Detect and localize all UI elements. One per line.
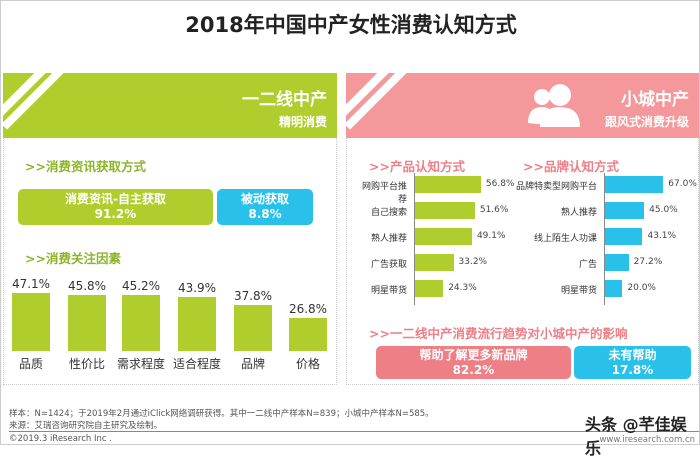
column-category-label: 品质 <box>18 357 43 371</box>
bar-category-label: 线上陌生人功课 <box>533 234 597 244</box>
bar <box>605 202 645 219</box>
bar-value-label: 33.2% <box>458 257 488 267</box>
page-title: 2018年中国中产女性消费认知方式 <box>185 13 517 37</box>
sample-note: 样本：N=1424；于2019年2月通过iClick网络调研获得。其中一二线中产… <box>9 409 434 419</box>
footer-divider <box>9 431 699 432</box>
left-subheading: 精明消费 <box>278 115 327 129</box>
bar-value-label: 67.0% <box>668 179 697 189</box>
bar-category-label: 自己搜索 <box>370 208 407 218</box>
column-bar <box>12 293 50 351</box>
watermark: 头条 @芊佳娱乐 <box>585 415 687 458</box>
bar <box>415 202 475 219</box>
column-value-label: 47.1% <box>11 277 51 292</box>
column-value-label: 26.8% <box>288 302 328 317</box>
bar-value-label: 51.6% <box>479 205 509 215</box>
bar-value-label: 43.1% <box>647 231 677 241</box>
bar-category-label: 品牌特卖型网购平台 <box>515 182 597 192</box>
bar-category-label: 熟人推荐 <box>370 234 407 244</box>
bar-value-label: 49.1% <box>476 231 506 241</box>
column-bar <box>289 318 327 351</box>
users-icon <box>528 84 580 127</box>
left-section2-title: >>消费关注因素 <box>25 251 121 266</box>
bar-value-label: 45.0% <box>649 205 678 215</box>
bar-value-label: 24.3% <box>448 283 477 293</box>
column-value-label: 37.8% <box>233 288 273 303</box>
column-bar <box>122 295 160 351</box>
not-helped-label: 未有帮助 <box>608 348 657 362</box>
bar-value-label: 20.0% <box>627 283 656 293</box>
column-category-label: 价格 <box>295 357 320 371</box>
website-url: www.iresearch.com.cn <box>599 435 695 445</box>
bar-category-label: 明星带货 <box>370 286 407 296</box>
bar <box>415 280 444 297</box>
column-value-label: 45.2% <box>121 279 161 294</box>
bar-category-label: 广告获取 <box>370 260 407 270</box>
bar <box>415 228 472 245</box>
bar-category-label: 熟人推荐 <box>560 208 597 218</box>
right-header: 小城中产 跟风式消费升级 <box>346 73 699 138</box>
column-value-label: 43.9% <box>177 281 217 295</box>
passive-value: 8.8% <box>248 207 282 221</box>
column-category-label: 性价比 <box>68 357 105 371</box>
product-section-title: >>产品认知方式 <box>369 159 465 174</box>
focus-factors-chart: 47.1% 品质 45.8% 性价比 45.2% 需求程度 43.9% 适合程度 37.8% 品牌… <box>1 261 337 386</box>
chart-axis <box>414 173 415 305</box>
bar <box>415 176 481 193</box>
brand-section-title: >>品牌认知方式 <box>523 159 619 174</box>
left-section1-title: >>消费资讯获取方式 <box>25 159 146 174</box>
bar-category-label: 明星带货 <box>560 286 597 296</box>
helped-value: 82.2% <box>452 363 495 377</box>
not-helped-value: 17.8% <box>611 363 654 377</box>
bar-category-label: 广告 <box>578 260 597 270</box>
passive-label: 被动获取 <box>240 192 289 206</box>
column-category-label: 品牌 <box>240 357 265 371</box>
left-header: 一二线中产 精明消费 <box>3 73 337 138</box>
bar <box>415 254 454 271</box>
bar <box>605 176 664 193</box>
column-bar <box>234 304 272 351</box>
bar <box>605 228 643 245</box>
helped-label: 帮助了解更多新品牌 <box>419 348 528 362</box>
active-label: 消费资讯-自主获取 <box>65 192 166 206</box>
bar <box>605 280 623 297</box>
active-value: 91.2% <box>94 207 137 221</box>
active-info-block: 消费资讯-自主获取 91.2% <box>18 189 213 225</box>
column-value-label: 45.8% <box>67 278 107 293</box>
column-bar <box>178 297 216 351</box>
bar <box>605 254 629 271</box>
influence-section-title: >>一二线中产消费流行趋势对小城中产的影响 <box>369 326 628 341</box>
left-heading: 一二线中产 <box>242 90 327 110</box>
copyright: ©2019.3 iResearch Inc . <box>9 434 112 444</box>
right-subheading: 跟风式消费升级 <box>604 115 689 129</box>
not-helped-block: 未有帮助 17.8% <box>574 346 691 379</box>
helped-block: 帮助了解更多新品牌 82.2% <box>376 346 571 379</box>
column-category-label: 适合程度 <box>172 357 221 371</box>
horizontal-charts: 网购平台推荐 56.8% 自己搜索 51.6% 熟人推荐 49.1% 广告获取 33.2% 明星… <box>1 1 700 446</box>
column-category-label: 需求程度 <box>116 357 165 371</box>
source-note: 来源：艾瑞咨询研究院自主研究及绘制。 <box>9 421 163 431</box>
right-heading: 小城中产 <box>621 90 689 110</box>
bar-value-label: 27.2% <box>633 257 663 267</box>
chart-axis <box>604 173 605 305</box>
bar-value-label: 56.8% <box>485 179 515 189</box>
passive-info-block: 被动获取 8.8% <box>217 189 313 225</box>
bar-category-label: 网购平台推荐 <box>361 182 407 205</box>
column-bar <box>68 294 106 351</box>
